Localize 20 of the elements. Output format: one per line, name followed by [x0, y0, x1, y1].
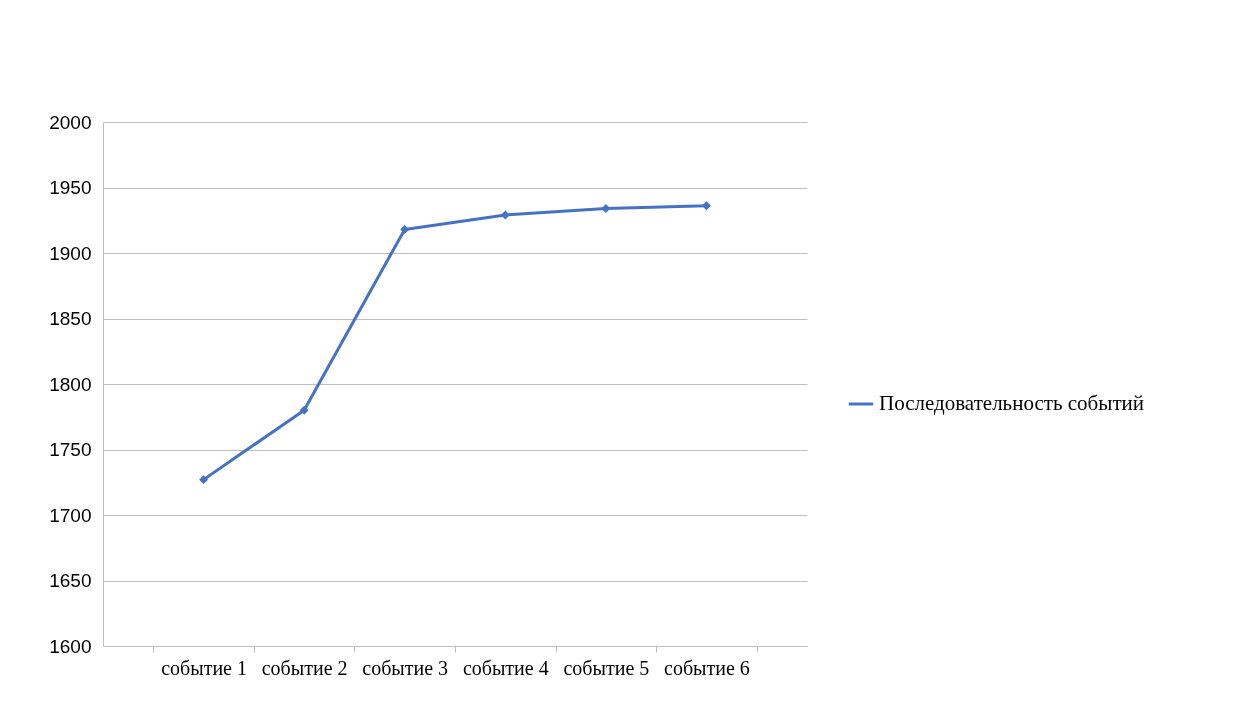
point [199, 475, 209, 485]
y-tick-label: 2000 [49, 111, 92, 133]
x-tick-label: событие 6 [664, 656, 750, 679]
y-tick-label: 1800 [49, 373, 92, 395]
x-tick-label: событие 1 [161, 656, 247, 679]
y-tick-label: 1650 [49, 570, 92, 591]
y-tick-label: 1950 [49, 177, 92, 198]
x-tick-label: событие 4 [462, 656, 549, 679]
x-tick-label: событие 2 [261, 656, 348, 679]
point [601, 203, 611, 213]
y-tick-label: 1750 [49, 439, 92, 460]
point [400, 224, 410, 234]
x-tick-label: событие 3 [362, 656, 449, 679]
legend-label: Последовательность событий [879, 391, 1145, 415]
y-tick-label: 1700 [49, 504, 92, 526]
y-tick-label: 1900 [49, 242, 92, 264]
x-tick-label: событие 5 [563, 656, 650, 679]
y-tick-label: 1600 [49, 635, 92, 657]
point [299, 405, 309, 415]
y-tick-label: 1850 [49, 308, 92, 329]
